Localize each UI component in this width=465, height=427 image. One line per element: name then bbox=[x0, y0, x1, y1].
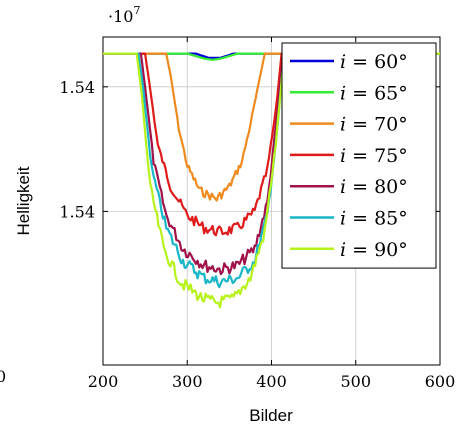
x-tick-label: 200 bbox=[88, 372, 119, 391]
y-tick-label: 1.54 bbox=[59, 202, 95, 221]
legend-entry-label: i = 75° bbox=[340, 145, 408, 167]
legend-entry-label: i = 70° bbox=[340, 114, 408, 136]
x-tick-label: 600 bbox=[425, 372, 456, 391]
legend-entry-label: i = 65° bbox=[340, 82, 408, 104]
x-axis-label: Bilder bbox=[249, 406, 293, 425]
y-tick-label: 1.54 bbox=[59, 78, 95, 97]
x-tick-label: 300 bbox=[172, 372, 203, 391]
cut-left-label: 0 bbox=[0, 367, 6, 386]
y-axis-label: Helligkeit bbox=[14, 166, 33, 235]
legend-entry-label: i = 60° bbox=[340, 51, 408, 73]
y-multiplier: ·107 bbox=[108, 4, 140, 26]
x-tick-label: 500 bbox=[340, 372, 371, 391]
x-tick-label: 400 bbox=[256, 372, 287, 391]
legend-entry-label: i = 85° bbox=[340, 208, 408, 230]
axis-layer: 200 300 400 500 600 1.54 1.54 bbox=[59, 37, 455, 391]
legend-entry-label: i = 80° bbox=[340, 176, 408, 198]
legend: i = 60° i = 65° i = 70° i = 75° i = 80° i = 8… bbox=[281, 42, 437, 269]
legend-entry-label: i = 90° bbox=[340, 239, 408, 261]
